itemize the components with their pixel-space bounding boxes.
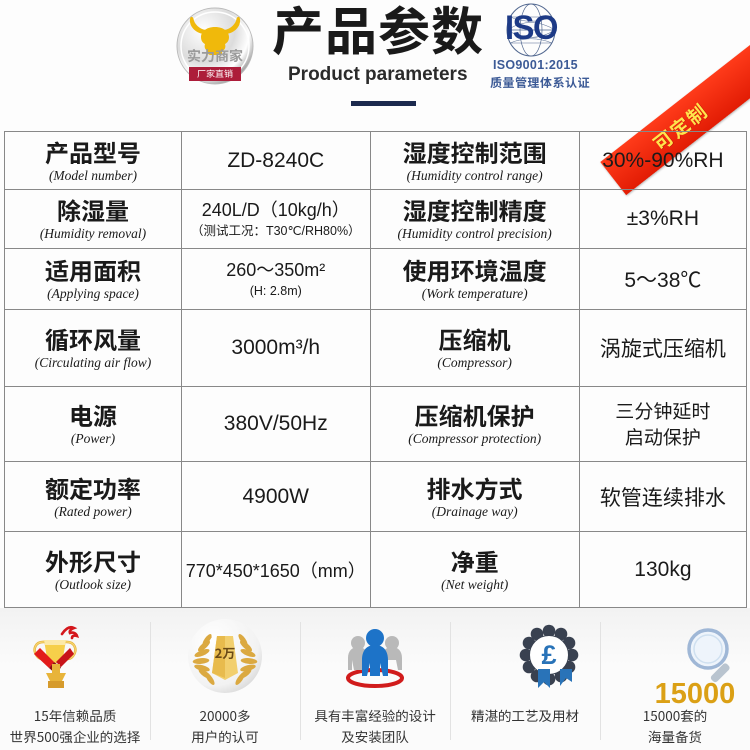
svg-text:实力商家: 实力商家 bbox=[187, 46, 243, 66]
svg-text:厂家直销: 厂家直销 bbox=[197, 67, 233, 80]
svg-text:£: £ bbox=[541, 640, 556, 670]
svg-text:2万: 2万 bbox=[215, 643, 236, 662]
svg-text:ISO: ISO bbox=[505, 9, 558, 47]
